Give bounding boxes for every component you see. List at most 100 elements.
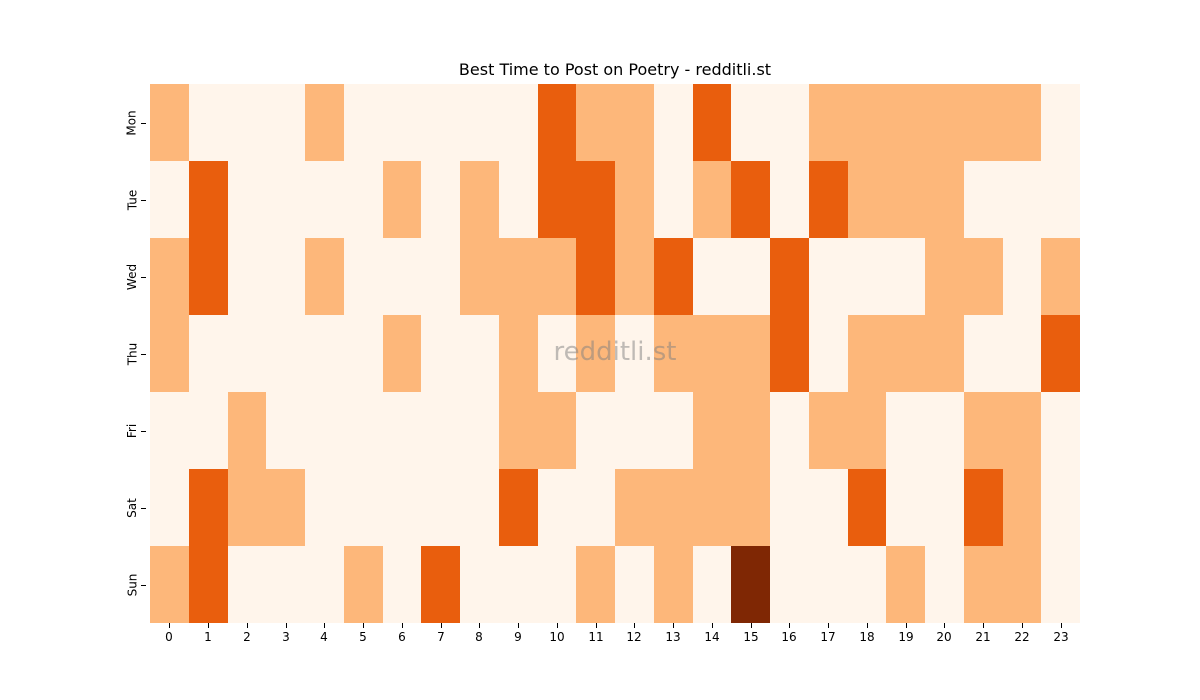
x-tick (1061, 623, 1062, 628)
heatmap-cell (615, 238, 654, 315)
heatmap-cell (1002, 546, 1042, 623)
heatmap-cell (460, 315, 499, 392)
x-tick-label: 17 (820, 630, 836, 644)
x-tick (789, 623, 790, 628)
x-tick-label: 23 (1053, 630, 1069, 644)
heatmap-cell (188, 469, 228, 546)
heatmap-cell (188, 392, 228, 469)
heatmap-cell (498, 238, 538, 315)
heatmap-cell (266, 238, 305, 315)
heatmap-cell (188, 161, 228, 238)
heatmap-cell (576, 84, 615, 161)
heatmap-cell (498, 469, 538, 546)
heatmap-cell (305, 84, 344, 161)
heatmap-cell (1002, 84, 1042, 161)
heatmap-cell (343, 392, 383, 469)
heatmap-cell (150, 546, 189, 623)
heatmap-cell (227, 238, 267, 315)
x-tick (363, 623, 364, 628)
y-tick-label: Fri (124, 423, 139, 439)
heatmap-cell (343, 161, 383, 238)
heatmap-cell (886, 315, 925, 392)
y-tick-label: Thu (125, 342, 140, 366)
x-tick (169, 623, 170, 628)
heatmap-cell (963, 469, 1003, 546)
heatmap-cell (731, 469, 770, 546)
heatmap-cell (537, 315, 577, 392)
x-tick-label: 0 (165, 630, 173, 644)
heatmap-cell (1002, 161, 1042, 238)
heatmap-cell (537, 392, 577, 469)
heatmap-cell (808, 469, 848, 546)
heatmap-cell (847, 392, 887, 469)
heatmap-cell (925, 161, 964, 238)
heatmap-cell (343, 315, 383, 392)
x-tick-label: 16 (781, 630, 797, 644)
heatmap-cell (692, 84, 732, 161)
heatmap-cell (653, 161, 693, 238)
heatmap-cell (653, 546, 693, 623)
x-tick-label: 9 (514, 630, 522, 644)
heatmap-cell (808, 546, 848, 623)
heatmap-cell (421, 315, 460, 392)
heatmap-cell (382, 161, 422, 238)
heatmap-cell (653, 238, 693, 315)
heatmap-cell (731, 392, 770, 469)
heatmap-cell (382, 392, 422, 469)
x-tick (247, 623, 248, 628)
x-tick (402, 623, 403, 628)
heatmap-cell (537, 546, 577, 623)
heatmap-cell (421, 546, 460, 623)
heatmap-cell (421, 161, 460, 238)
heatmap-cell (421, 238, 460, 315)
heatmap-cell (266, 546, 305, 623)
heatmap-cell (925, 84, 964, 161)
heatmap-cell (382, 546, 422, 623)
x-tick (673, 623, 674, 628)
x-tick (286, 623, 287, 628)
heatmap-cell (382, 238, 422, 315)
heatmap-cell (227, 84, 267, 161)
heatmap-cell (615, 469, 654, 546)
heatmap-cell (770, 161, 809, 238)
x-tick-label: 18 (859, 630, 875, 644)
x-tick-label: 3 (282, 630, 290, 644)
x-tick (596, 623, 597, 628)
heatmap-cell (692, 315, 732, 392)
heatmap-cell (421, 392, 460, 469)
x-tick-label: 15 (743, 630, 759, 644)
heatmap-cell (305, 238, 344, 315)
heatmap-cell (1041, 84, 1080, 161)
heatmap-cell (731, 546, 770, 623)
y-tick (141, 508, 146, 509)
x-tick (828, 623, 829, 628)
heatmap-cell (653, 469, 693, 546)
heatmap-cell (150, 84, 189, 161)
x-tick-label: 21 (975, 630, 991, 644)
heatmap-cell (305, 161, 344, 238)
heatmap-cell (576, 469, 615, 546)
heatmap-cell (460, 469, 499, 546)
x-tick-label: 20 (936, 630, 952, 644)
y-tick (141, 354, 146, 355)
x-tick-label: 10 (549, 630, 565, 644)
heatmap-cell (150, 161, 189, 238)
heatmap-cell (963, 84, 1003, 161)
heatmap-plot-area (150, 84, 1080, 623)
heatmap-cell (421, 84, 460, 161)
heatmap-cell (963, 546, 1003, 623)
x-tick (1022, 623, 1023, 628)
x-tick (867, 623, 868, 628)
heatmap-cell (227, 546, 267, 623)
heatmap-cell (692, 392, 732, 469)
x-tick (557, 623, 558, 628)
heatmap-cell (963, 392, 1003, 469)
heatmap-cell (770, 315, 809, 392)
x-tick-label: 22 (1014, 630, 1030, 644)
heatmap-cell (576, 238, 615, 315)
x-tick (479, 623, 480, 628)
heatmap-cell (576, 546, 615, 623)
x-tick-label: 13 (665, 630, 681, 644)
heatmap-cell (925, 238, 964, 315)
heatmap-cell (343, 238, 383, 315)
